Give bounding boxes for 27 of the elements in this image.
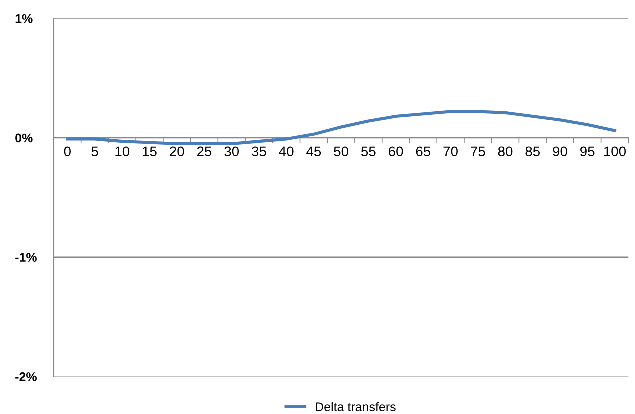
y-tick-label: 0% xyxy=(16,134,33,143)
x-tick-label: 15 xyxy=(143,146,157,157)
x-tick-label: 65 xyxy=(416,146,431,157)
x-tick-label: 0 xyxy=(64,146,71,157)
x-tick-label: 85 xyxy=(526,146,540,157)
x-tick-label: 50 xyxy=(334,146,348,157)
x-tick-label: 45 xyxy=(306,146,322,157)
x-tick-label: 30 xyxy=(224,146,240,157)
x-tick-label: 25 xyxy=(197,146,212,157)
x-tick-label: 80 xyxy=(498,146,513,157)
x-tick-label: 35 xyxy=(252,146,266,157)
y-tick-label: 1% xyxy=(16,14,33,24)
x-tick-label: 40 xyxy=(279,146,294,157)
x-tick-label: 10 xyxy=(116,146,130,157)
x-tick-label: 75 xyxy=(471,146,486,157)
line-series xyxy=(66,110,616,146)
x-tick-label: 95 xyxy=(580,146,595,157)
x-tick-label: 5 xyxy=(92,146,98,157)
x-tick-label: 20 xyxy=(170,146,184,157)
x-tick-label: 60 xyxy=(389,146,404,157)
x-tick-label: 90 xyxy=(553,146,568,157)
x-tick-label: 55 xyxy=(362,146,376,157)
y-tick-label: -1% xyxy=(16,253,37,262)
y-tick-label: -2% xyxy=(16,372,37,382)
x-tick-label: 100 xyxy=(604,146,626,157)
x-tick-label: 70 xyxy=(444,146,458,157)
legend-label: Delta transfers xyxy=(316,402,396,412)
